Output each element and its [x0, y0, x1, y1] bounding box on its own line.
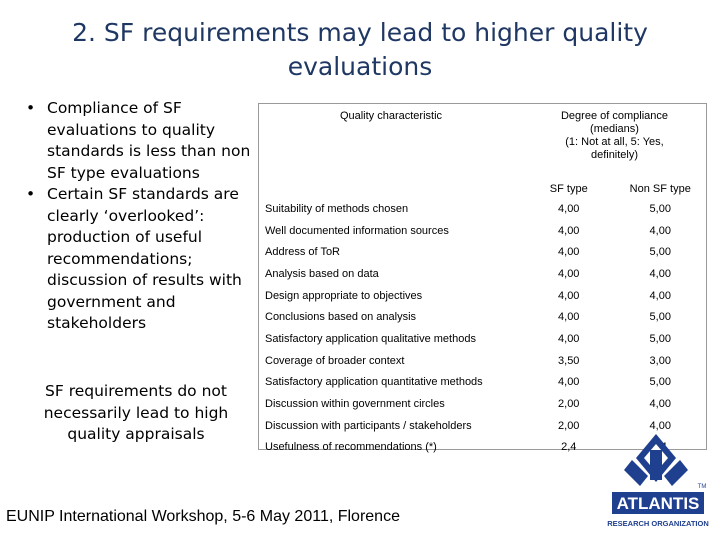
atlantis-logo-graphic: ATLANTIS RESEARCH ORGANIZATION TM: [607, 434, 709, 528]
sf-type-value-cell: 4,00: [558, 376, 580, 389]
quality-characteristic-cell: Coverage of broader context: [265, 354, 405, 367]
sf-type-column-header: SF type: [549, 183, 588, 195]
degree-header-line: definitely): [590, 149, 639, 161]
quality-characteristic-header: Quality characteristic: [339, 110, 443, 122]
logo-tagline: RESEARCH ORGANIZATION: [607, 519, 709, 528]
quality-characteristic-cell: Conclusions based on analysis: [265, 311, 417, 324]
quality-characteristic-cell: Satisfactory application quantitative me…: [265, 376, 483, 389]
degree-header-line: Degree of compliance: [560, 110, 668, 122]
sf-type-value-cell: 4,00: [558, 202, 580, 215]
conclusion-note: SF requirements do not necessarily lead …: [43, 382, 229, 443]
table-row: Satisfactory application qualitative met…: [259, 328, 706, 350]
non-sf-type-value-cell: 4,00: [649, 224, 671, 237]
title-line-1: 2. SF requirements may lead to higher qu…: [72, 18, 648, 47]
logo-tm: TM: [698, 484, 707, 490]
quality-characteristic-cell: Discussion with participants / stakehold…: [265, 419, 472, 432]
non-sf-type-value-cell: 4,00: [649, 289, 671, 302]
non-sf-type-value-cell: 4,00: [649, 398, 671, 411]
bullet-item: Compliance of SF evaluations to quality …: [24, 98, 256, 184]
non-sf-type-value-cell: 4,00: [649, 267, 671, 280]
table-row: Satisfactory application quantitative me…: [259, 372, 706, 394]
sf-type-value-cell: 3,50: [558, 354, 580, 367]
sf-type-value-cell: 4,00: [558, 224, 580, 237]
table-row: Discussion within government circles 2,00…: [259, 393, 706, 415]
bullet-list: Compliance of SF evaluations to quality …: [24, 98, 256, 335]
atlantis-logo: ATLANTIS RESEARCH ORGANIZATION TM: [598, 430, 714, 534]
table-row: Design appropriate to objectives 4,00 4,00: [259, 285, 706, 307]
quality-characteristic-cell: Design appropriate to objectives: [265, 289, 423, 302]
degree-of-compliance-header: Degree of compliance (medians) (1: Not a…: [523, 104, 706, 180]
quality-characteristic-cell: Analysis based on data: [265, 267, 379, 280]
non-sf-type-value-cell: 5,00: [649, 376, 671, 389]
degree-header-line: (medians): [590, 123, 639, 135]
title-line-2: evaluations: [287, 52, 433, 81]
quality-characteristic-cell: Discussion within government circles: [265, 398, 445, 411]
sf-type-value-cell: 2,00: [558, 398, 580, 411]
bullet-item: Certain SF standards are clearly ‘overlo…: [24, 184, 256, 335]
quality-table-frame: Quality characteristic Degree of complia…: [258, 103, 707, 453]
non-sf-type-value-cell: 5,00: [649, 202, 671, 215]
non-sf-type-column-header: Non SF type: [629, 183, 691, 195]
quality-characteristic-cell: Address of ToR: [265, 246, 341, 259]
degree-header-line: (1: Not at all, 5: Yes,: [565, 136, 664, 148]
sf-type-value-cell: 4,00: [558, 311, 580, 324]
quality-characteristic-cell: Suitability of methods chosen: [265, 202, 409, 215]
non-sf-type-value-cell: 4,00: [649, 419, 671, 432]
sf-type-value-cell: 4,00: [558, 289, 580, 302]
sf-type-value-cell: 4,00: [558, 246, 580, 259]
table-row: Conclusions based on analysis 4,00 5,00: [259, 306, 706, 328]
quality-characteristic-cell: Satisfactory application qualitative met…: [265, 332, 476, 345]
non-sf-type-value-cell: 3,00: [649, 354, 671, 367]
table-row: Suitability of methods chosen 4,00 5,00: [259, 198, 706, 220]
quality-characteristic-cell: Usefulness of recommendations (*): [265, 441, 437, 454]
sf-type-value-cell: 4,00: [558, 267, 580, 280]
table-row: Coverage of broader context 3,50 3,00: [259, 350, 706, 372]
table-row: Discussion with participants / stakehold…: [259, 415, 706, 437]
logo-name: ATLANTIS: [617, 494, 700, 513]
table-row: Analysis based on data 4,00 4,00: [259, 263, 706, 285]
sf-type-value-cell: 2,4: [561, 441, 577, 454]
table-row: Well documented information sources 4,00 4…: [259, 220, 706, 242]
table-row: Address of ToR 4,00 5,00: [259, 241, 706, 263]
sf-type-value-cell: 2,00: [558, 419, 580, 432]
quality-characteristic-cell: Well documented information sources: [265, 224, 449, 237]
sf-type-value-cell: 4,00: [558, 332, 580, 345]
non-sf-type-value-cell: 5,00: [649, 311, 671, 324]
non-sf-type-value-cell: 5,00: [649, 246, 671, 259]
footer-text: EUNIP International Workshop, 5-6 May 20…: [6, 508, 400, 525]
non-sf-type-value-cell: 5,00: [649, 332, 671, 345]
quality-table: Quality characteristic Degree of complia…: [259, 104, 706, 458]
slide-title: 2. SF requirements may lead to higher qu…: [20, 16, 700, 84]
